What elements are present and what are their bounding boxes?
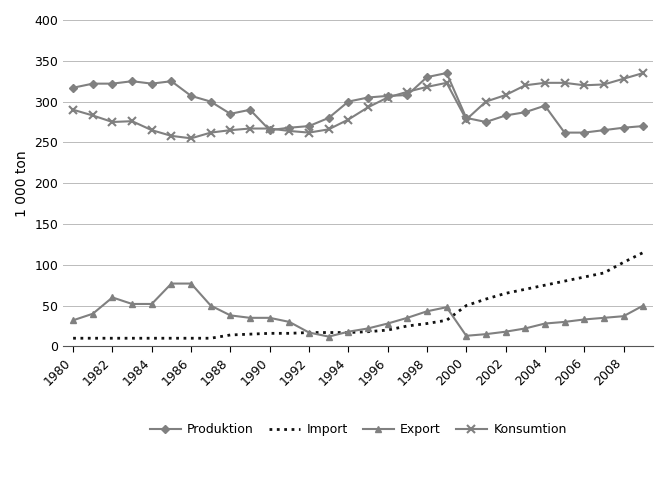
Y-axis label: 1 000 ton: 1 000 ton [15,150,29,217]
Legend: Produktion, Import, Export, Konsumtion: Produktion, Import, Export, Konsumtion [144,418,572,441]
